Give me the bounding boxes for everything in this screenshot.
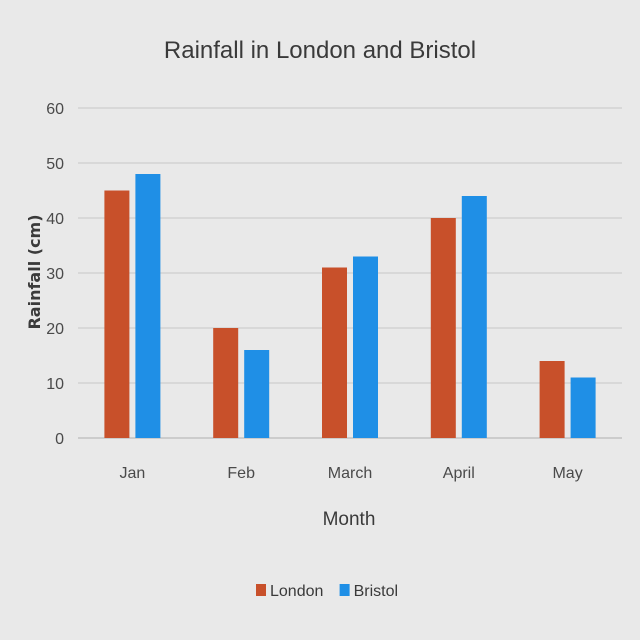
y-tick-label: 0 [55,431,64,448]
bar-london-feb [213,328,239,438]
y-tick-label: 10 [46,376,64,393]
x-tick-label: Feb [227,465,255,482]
legend: London Bristol [256,583,398,600]
gridlines [78,107,622,439]
y-tick-label: 50 [46,156,64,173]
y-axis-ticks: 0 10 20 30 40 50 60 [46,101,64,448]
bar-london-jan [104,190,130,438]
x-axis-label: Month [323,509,376,530]
bar-london-april [430,218,456,438]
x-tick-label: Jan [120,465,146,482]
legend-label-bristol: Bristol [354,583,398,600]
bar-bristol-feb [244,350,270,438]
bar-london-march [322,267,347,438]
bar-bristol-jan [135,174,161,438]
x-axis-ticks: Jan Feb March April May [120,465,583,482]
y-tick-label: 40 [46,211,64,228]
legend-swatch-london [256,584,266,596]
bar-bristol-march [353,256,378,438]
x-tick-label: April [443,465,475,482]
bars [104,174,596,438]
legend-label-london: London [270,583,323,600]
chart-title: Rainfall in London and Bristol [164,37,476,64]
bar-bristol-april [461,196,487,438]
y-axis-label: Rainfall (cm) [25,214,44,329]
y-tick-label: 60 [46,101,64,118]
bar-london-may [539,361,565,438]
x-tick-label: March [328,465,372,482]
y-tick-label: 30 [46,266,64,283]
legend-swatch-bristol [339,584,350,596]
x-tick-label: May [552,465,582,482]
bar-bristol-may [570,377,596,438]
y-tick-label: 20 [46,321,64,338]
